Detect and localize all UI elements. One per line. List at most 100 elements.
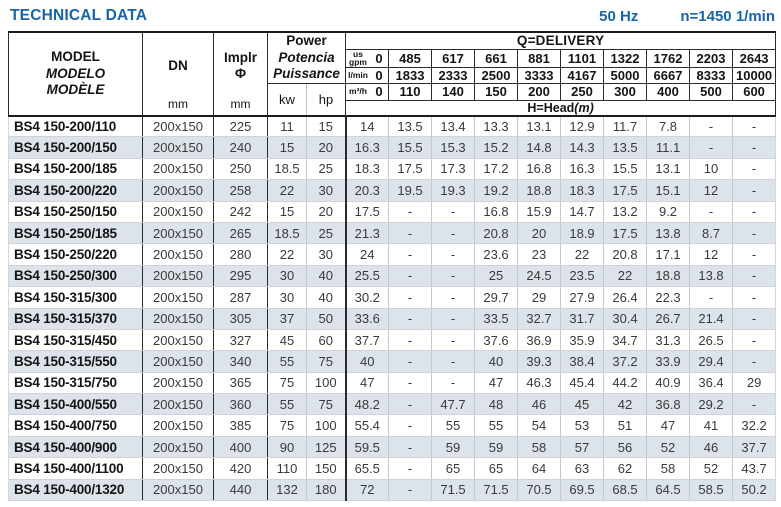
head-value-cell: 62	[603, 457, 648, 480]
head-value-cell: 36.4	[689, 372, 734, 395]
impeller-cell: 400	[213, 436, 268, 459]
power-kw-cell: 11	[267, 115, 307, 138]
head-value-cell: 54	[517, 414, 562, 437]
delivery-value: 110	[388, 82, 433, 101]
head-value-cell: 24	[345, 243, 390, 266]
head-value-cell: 13.1	[517, 115, 562, 138]
head-value-cell: 47	[474, 372, 519, 395]
head-value-cell: 42	[603, 393, 648, 416]
head-value-cell: 31.7	[560, 308, 605, 330]
dn-cell: 200x150	[142, 436, 214, 459]
head-value-cell: -	[388, 201, 433, 223]
model-cell: BS4 150-315/450	[8, 329, 143, 352]
head-value-cell: -	[732, 329, 777, 352]
head-value-cell: -	[388, 414, 433, 437]
head-value-cell: -	[388, 350, 433, 373]
head-value-cell: 26.4	[603, 286, 648, 309]
table-body: BS4 150-200/110 200x150 225 11 15 14 13.5 13.4 1…	[8, 115, 777, 502]
model-cell: BS4 150-315/550	[8, 350, 143, 373]
title-bar: TECHNICAL DATA 50 Hz n=1450 1/min	[10, 7, 775, 25]
head-value-cell: 7.8	[646, 115, 691, 138]
dn-cell: 200x150	[142, 179, 214, 202]
head-value-cell: 19.5	[388, 179, 433, 202]
delivery-value: 1101	[560, 48, 605, 68]
head-value-cell: 32.7	[517, 308, 562, 330]
impeller-cell: 242	[213, 201, 268, 223]
table-row: BS4 150-250/220 200x150 280 22 30 24- -23.6 23 2…	[8, 243, 777, 266]
table-row: BS4 150-315/370 200x150 305 37 50 33.6- -33.5 3…	[8, 308, 777, 330]
head-value-cell: 46	[517, 393, 562, 416]
power-kw-cell: 90	[267, 436, 307, 459]
delivery-value: 1762	[646, 48, 691, 68]
delivery-value: 1322	[603, 48, 648, 68]
head-value-cell: 17.2	[474, 158, 519, 181]
power-unit-hp: hp	[305, 82, 347, 116]
delivery-value: 2643	[732, 48, 777, 68]
head-value-cell: -	[388, 457, 433, 480]
head-value-cell: -	[431, 308, 476, 330]
power-kw-cell: 45	[267, 329, 307, 352]
model-cell: BS4 150-400/550	[8, 393, 143, 416]
power-hp-cell: 20	[306, 136, 347, 159]
delivery-value: 3333	[517, 66, 562, 84]
head-value-cell: -	[388, 222, 433, 245]
power-unit-kw: kw	[267, 82, 307, 116]
impeller-cell: 360	[213, 393, 268, 416]
head-value-cell: -	[689, 201, 734, 223]
dn-cell: 200x150	[142, 350, 214, 373]
table-row: BS4 150-200/185 200x150 250 18.5 25 18.3 17.5 1…	[8, 158, 777, 181]
head-value-cell: -	[388, 372, 433, 395]
table-row: BS4 150-315/300 200x150 287 30 40 30.2- -29.7 2…	[8, 286, 777, 309]
power-kw-cell: 18.5	[267, 158, 307, 181]
head-value-cell: -	[431, 222, 476, 245]
head-value-cell: 46	[689, 436, 734, 459]
model-cell: BS4 150-315/750	[8, 372, 143, 395]
head-value-cell: 29	[517, 286, 562, 309]
delivery-value: 2333	[431, 66, 476, 84]
head-value-cell: 16.3	[345, 136, 390, 159]
impeller-cell: 295	[213, 265, 268, 288]
model-cell: BS4 150-200/185	[8, 158, 143, 181]
head-value-cell: 10	[689, 158, 734, 181]
column-header-power: Power Potencia Puissance	[266, 31, 347, 84]
head-value-cell: 47	[345, 372, 390, 395]
head-value-cell: 37.6	[474, 329, 519, 352]
model-cell: BS4 150-250/220	[8, 243, 143, 266]
head-value-cell: -	[689, 115, 734, 138]
head-value-cell: 19.3	[431, 179, 476, 202]
table-row: BS4 150-315/450 200x150 327 45 60 37.7- -37.6 3…	[8, 329, 777, 352]
head-value-cell: 31.3	[646, 329, 691, 352]
head-value-cell: 33.6	[345, 308, 390, 330]
head-value-cell: 55	[474, 414, 519, 437]
head-value-cell: 43.7	[732, 457, 777, 480]
model-label-es: MODELO	[45, 65, 106, 81]
head-value-cell: 9.2	[646, 201, 691, 223]
head-value-cell: 35.9	[560, 329, 605, 352]
head-value-cell: 36.9	[517, 329, 562, 352]
head-value-cell: 15.9	[517, 201, 562, 223]
head-value-cell: 18.8	[646, 265, 691, 288]
power-hp-cell: 75	[306, 393, 347, 416]
power-hp-cell: 30	[306, 179, 347, 202]
power-kw-cell: 75	[267, 372, 307, 395]
delivery-value: 485	[388, 48, 433, 68]
dn-cell: 200x150	[142, 158, 214, 181]
head-value-cell: -	[388, 308, 433, 330]
power-hp-cell: 60	[306, 329, 347, 352]
head-value-cell: 40.9	[646, 372, 691, 395]
head-value-cell: -	[431, 243, 476, 266]
head-value-cell: 17.3	[431, 158, 476, 181]
head-value-cell: 29.2	[689, 393, 734, 416]
head-value-cell: -	[732, 308, 777, 330]
head-value-cell: -	[431, 372, 476, 395]
power-kw-cell: 132	[267, 479, 307, 502]
power-kw-cell: 22	[267, 243, 307, 266]
head-value-cell: -	[732, 393, 777, 416]
dn-unit: mm	[168, 96, 188, 111]
head-value-cell: 14	[345, 115, 390, 138]
power-label-es: Potencia	[278, 49, 335, 65]
head-value-cell: 34.7	[603, 329, 648, 352]
head-value-cell: 23.6	[474, 243, 519, 266]
head-value-cell: 16.8	[517, 158, 562, 181]
spec-values: 50 Hz n=1450 1/min	[599, 8, 775, 25]
